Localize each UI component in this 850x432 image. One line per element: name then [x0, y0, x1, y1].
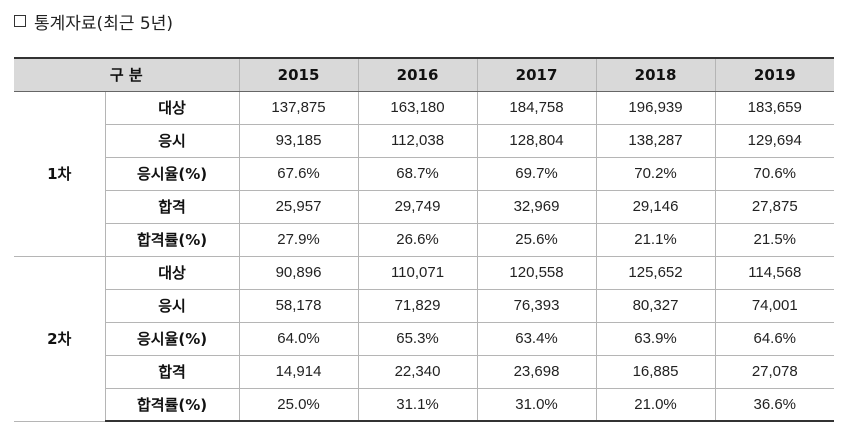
header-year: 2017 — [476, 57, 597, 92]
table-cell: 32,969 — [476, 189, 597, 224]
table-cell: 64.6% — [714, 321, 835, 356]
table-cell: 27,078 — [714, 354, 835, 389]
table-cell: 110,071 — [357, 255, 478, 290]
table-cell: 58,178 — [238, 288, 359, 323]
table-cell: 22,340 — [357, 354, 478, 389]
table-cell: 64.0% — [238, 321, 359, 356]
table-cell: 16,885 — [595, 354, 716, 389]
header-category: 구 분 — [14, 57, 240, 92]
table-row: 합격 25,957 29,749 32,969 29,146 27,875 — [14, 189, 835, 224]
table-cell: 25.6% — [476, 222, 597, 257]
table-cell: 125,652 — [595, 255, 716, 290]
row-label: 합격 — [104, 354, 240, 389]
table-cell: 25,957 — [238, 189, 359, 224]
table-cell: 69.7% — [476, 156, 597, 191]
checkbox-square-icon — [14, 15, 26, 27]
table-cell: 183,659 — [714, 90, 835, 125]
header-year: 2019 — [714, 57, 835, 92]
table-cell: 196,939 — [595, 90, 716, 125]
header-row: 구 분 2015 2016 2017 2018 2019 — [14, 57, 835, 92]
table-cell: 138,287 — [595, 123, 716, 158]
table-row: 응시 58,178 71,829 76,393 80,327 74,001 — [14, 288, 835, 323]
table-row: 응시율(%) 64.0% 65.3% 63.4% 63.9% 64.6% — [14, 321, 835, 356]
table-cell: 80,327 — [595, 288, 716, 323]
row-label: 응시율(%) — [104, 321, 240, 356]
table-cell: 68.7% — [357, 156, 478, 191]
table-cell: 36.6% — [714, 387, 835, 422]
row-label: 합격률(%) — [104, 222, 240, 257]
group-label: 2차 — [14, 255, 106, 422]
table-cell: 31.1% — [357, 387, 478, 422]
row-label: 대상 — [104, 90, 240, 125]
table-cell: 29,146 — [595, 189, 716, 224]
table-row: 합격률(%) 25.0% 31.1% 31.0% 21.0% 36.6% — [14, 387, 835, 422]
table-cell: 29,749 — [357, 189, 478, 224]
table-cell: 137,875 — [238, 90, 359, 125]
table-cell: 25.0% — [238, 387, 359, 422]
table-cell: 63.9% — [595, 321, 716, 356]
row-label: 대상 — [104, 255, 240, 290]
table-cell: 70.2% — [595, 156, 716, 191]
table-row: 합격률(%) 27.9% 26.6% 25.6% 21.1% 21.5% — [14, 222, 835, 257]
group-label: 1차 — [14, 90, 106, 257]
table-cell: 23,698 — [476, 354, 597, 389]
header-year: 2018 — [595, 57, 716, 92]
table-cell: 21.0% — [595, 387, 716, 422]
table-cell: 128,804 — [476, 123, 597, 158]
row-label: 합격 — [104, 189, 240, 224]
table-row: 응시율(%) 67.6% 68.7% 69.7% 70.2% 70.6% — [14, 156, 835, 191]
table-cell: 70.6% — [714, 156, 835, 191]
table-cell: 26.6% — [357, 222, 478, 257]
table-cell: 163,180 — [357, 90, 478, 125]
table-cell: 21.5% — [714, 222, 835, 257]
row-label: 응시 — [104, 288, 240, 323]
table-cell: 129,694 — [714, 123, 835, 158]
table-cell: 74,001 — [714, 288, 835, 323]
table-cell: 65.3% — [357, 321, 478, 356]
row-label: 응시율(%) — [104, 156, 240, 191]
table-cell: 71,829 — [357, 288, 478, 323]
page-title: 통계자료(최근 5년) — [34, 13, 173, 34]
table-cell: 31.0% — [476, 387, 597, 422]
table-cell: 27.9% — [238, 222, 359, 257]
table-cell: 90,896 — [238, 255, 359, 290]
table-cell: 120,558 — [476, 255, 597, 290]
statistics-table: 구 분 2015 2016 2017 2018 2019 1차 대상 137,8… — [14, 57, 835, 422]
table-cell: 27,875 — [714, 189, 835, 224]
row-label: 합격률(%) — [104, 387, 240, 422]
table-cell: 112,038 — [357, 123, 478, 158]
table-cell: 184,758 — [476, 90, 597, 125]
table-row: 2차 대상 90,896 110,071 120,558 125,652 114… — [14, 255, 835, 422]
table-cell: 93,185 — [238, 123, 359, 158]
table-row: 응시 93,185 112,038 128,804 138,287 129,69… — [14, 123, 835, 158]
table-cell: 63.4% — [476, 321, 597, 356]
header-year: 2016 — [357, 57, 478, 92]
table-cell: 21.1% — [595, 222, 716, 257]
table-cell: 114,568 — [714, 255, 835, 290]
table-row: 합격 14,914 22,340 23,698 16,885 27,078 — [14, 354, 835, 389]
table-cell: 76,393 — [476, 288, 597, 323]
table-cell: 67.6% — [238, 156, 359, 191]
table-cell: 14,914 — [238, 354, 359, 389]
page-title-block: 통계자료(최근 5년) — [14, 6, 173, 36]
row-label: 응시 — [104, 123, 240, 158]
table-row: 1차 대상 137,875 163,180 184,758 196,939 18… — [14, 90, 835, 257]
header-year: 2015 — [238, 57, 359, 92]
